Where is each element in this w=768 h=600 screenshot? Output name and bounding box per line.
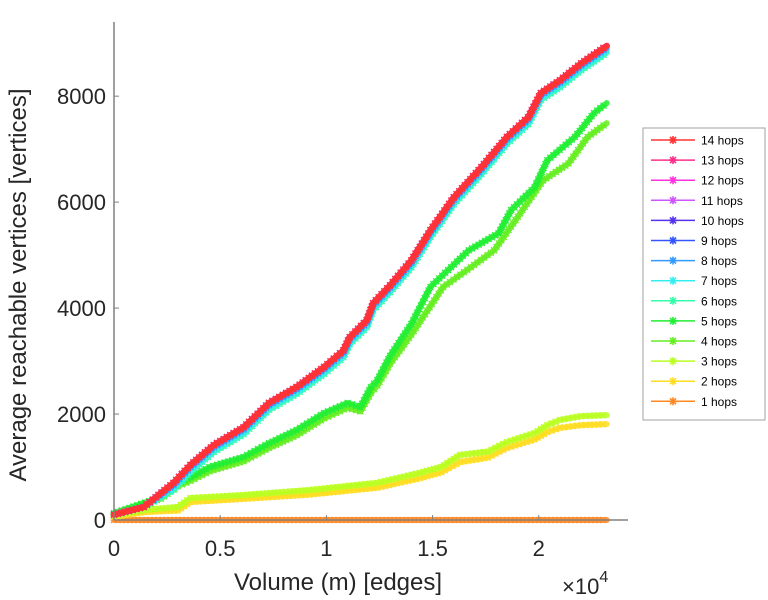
series-14-hops (110, 42, 610, 519)
series-markers (110, 122, 608, 518)
x-tick-label: 2 (533, 536, 545, 561)
x-tick-label: 0.5 (205, 536, 236, 561)
series-layer (110, 42, 610, 524)
legend-box (642, 127, 766, 421)
legend-item: 10 hops (651, 214, 744, 228)
legend-marker-icon (669, 156, 677, 165)
legend-item: 13 hops (651, 154, 744, 168)
legend-item: 4 hops (651, 335, 737, 349)
legend-marker-icon (669, 296, 677, 305)
legend-item: 6 hops (651, 294, 737, 308)
series-5-hops (110, 100, 610, 517)
legend-item: 1 hops (651, 395, 737, 409)
legend-marker-icon (669, 377, 677, 386)
x-tick-label: 1 (320, 536, 332, 561)
y-tick-label: 2000 (57, 402, 106, 427)
legend-item: 14 hops (651, 134, 744, 148)
legend-label: 14 hops (701, 134, 744, 148)
legend-label: 4 hops (701, 335, 737, 349)
legend-item: 5 hops (651, 314, 737, 328)
x-axis-exponent: ×104 (562, 569, 608, 599)
legend-label: 6 hops (701, 294, 737, 308)
series-markers (110, 44, 608, 519)
y-tick-label: 6000 (57, 190, 106, 215)
legend-item: 7 hops (651, 274, 737, 288)
x-exponent-power: 4 (599, 569, 608, 586)
legend-marker-icon (669, 357, 677, 366)
legend-label: 10 hops (701, 214, 744, 228)
legend-marker-icon (669, 337, 677, 345)
x-tick-label: 0 (108, 536, 120, 561)
series-line (111, 49, 610, 518)
legend-label: 11 hops (701, 194, 743, 208)
y-tick-label: 0 (94, 508, 106, 533)
legend-label: 13 hops (701, 154, 744, 168)
legend-marker-icon (669, 276, 677, 285)
legend-marker-icon (669, 316, 677, 325)
legend-item: 12 hops (651, 174, 744, 188)
legend-marker-icon (669, 196, 677, 205)
axes (113, 22, 628, 521)
y-axis-label: Average reachable vertices [vertices] (5, 88, 32, 481)
legend-label: 8 hops (701, 254, 737, 268)
legend-item: 2 hops (651, 375, 737, 389)
legend-label: 12 hops (701, 174, 744, 188)
y-tick-label: 8000 (57, 84, 106, 109)
legend-label: 1 hops (701, 395, 737, 409)
legend-item: 9 hops (651, 234, 737, 248)
series-line (111, 100, 610, 517)
legend-marker-icon (669, 236, 677, 245)
legend-item: 3 hops (651, 355, 737, 369)
series-7-hops (110, 47, 610, 519)
legend-label: 3 hops (701, 355, 737, 369)
legend-item: 8 hops (651, 254, 737, 268)
series-markers (110, 102, 608, 517)
legend-items: 14 hops 13 hops 12 hops 11 hops 10 hops 9 hop… (651, 134, 744, 409)
legend-label: 5 hops (701, 314, 737, 328)
y-tick-label: 4000 (57, 296, 106, 321)
x-axis-label: Volume (m) [edges] (234, 569, 442, 596)
legend: 14 hops 13 hops 12 hops 11 hops 10 hops 9 hop… (642, 127, 766, 421)
legend-marker-icon (669, 397, 677, 406)
legend-item: 11 hops (651, 194, 743, 208)
series-4-hops (110, 120, 610, 518)
x-tick-label: 1.5 (417, 536, 448, 561)
legend-label: 9 hops (701, 234, 737, 248)
x-exponent-base: ×10 (562, 574, 599, 599)
legend-label: 2 hops (701, 375, 737, 389)
legend-marker-icon (669, 136, 677, 144)
legend-marker-icon (669, 176, 677, 185)
ticks: 0 2000 4000 6000 8000 0 0.5 1 1.5 2 (57, 84, 545, 561)
legend-marker-icon (669, 216, 677, 225)
series-line (111, 120, 610, 518)
legend-label: 7 hops (701, 274, 737, 288)
legend-marker-icon (669, 256, 677, 265)
